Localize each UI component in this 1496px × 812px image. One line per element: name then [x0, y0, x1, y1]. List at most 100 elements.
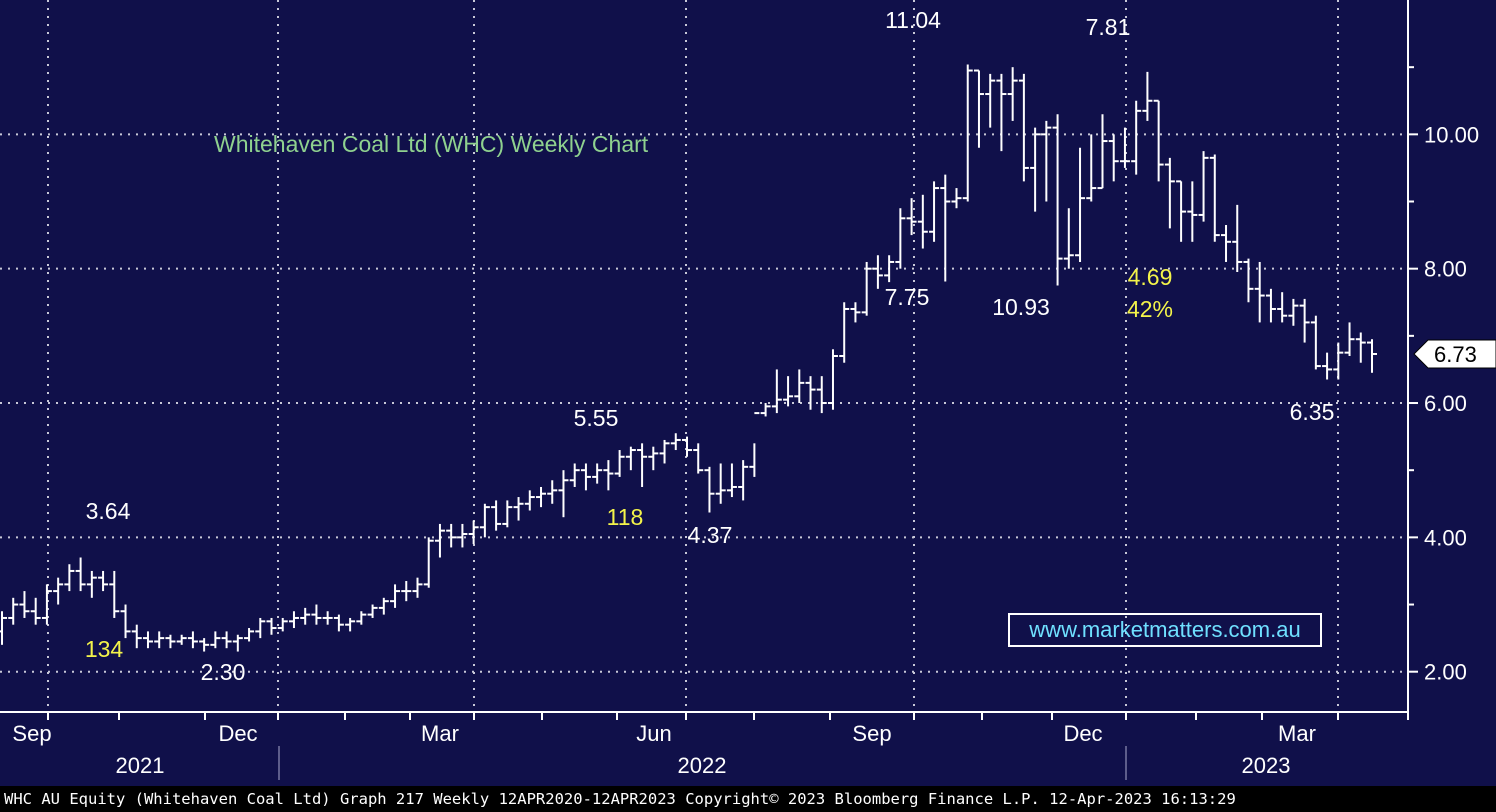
- ohlc-bar: [288, 611, 299, 629]
- ohlc-bar: [951, 188, 962, 209]
- annotation-label: 7.81: [1086, 14, 1131, 40]
- ohlc-bar: [311, 604, 322, 625]
- ohlc-bar: [1131, 100, 1142, 175]
- ohlc-bar: [165, 634, 176, 649]
- ohlc-bar: [1209, 154, 1220, 242]
- ohlc-bar: [648, 446, 659, 471]
- ohlc-bar: [221, 631, 232, 649]
- ohlc-bar: [1007, 67, 1018, 121]
- ohlc-bar: [1153, 99, 1164, 182]
- ohlc-bar: [1299, 298, 1310, 343]
- x-year-label: 2023: [1242, 753, 1291, 778]
- ohlc-bar: [64, 564, 75, 592]
- ohlc-bar: [109, 570, 120, 618]
- ohlc-bar: [434, 523, 445, 558]
- ohlc-bar: [142, 631, 153, 649]
- ohlc-bar: [569, 463, 580, 487]
- ohlc-bar: [468, 520, 479, 545]
- ohlc-bar: [1288, 298, 1299, 326]
- ohlc-bar: [592, 463, 603, 484]
- ohlc-bar: [390, 584, 401, 608]
- ohlc-bar: [266, 617, 277, 635]
- last-price-label: 6.73: [1434, 342, 1477, 367]
- ohlc-bar: [558, 470, 569, 518]
- ohlc-bar: [1063, 208, 1074, 269]
- x-month-label: Dec: [1063, 721, 1102, 746]
- ohlc-bar: [749, 412, 760, 477]
- ohlc-bar: [1333, 342, 1344, 380]
- ohlc-bar: [378, 597, 389, 615]
- ohlc-bar: [906, 198, 917, 236]
- ohlc-bar: [210, 631, 221, 649]
- x-month-label: Dec: [218, 721, 257, 746]
- y-tick-label: 4.00: [1424, 525, 1467, 550]
- ohlc-bar: [8, 597, 19, 625]
- ohlc-bar: [1086, 134, 1097, 202]
- ohlc-bar: [682, 436, 692, 457]
- ohlc-bar: [1097, 114, 1108, 190]
- ohlc-bar: [985, 73, 996, 128]
- annotation-highlight: 134: [85, 636, 124, 662]
- ohlc-bar: [670, 433, 681, 451]
- x-year-label: 2022: [678, 753, 727, 778]
- ohlc-bar: [1075, 147, 1086, 262]
- website-link[interactable]: www.marketmatters.com.au: [1008, 613, 1322, 647]
- annotation-label: 2.30: [201, 659, 246, 685]
- annotation-label: 10.93: [992, 294, 1050, 320]
- ohlc-bar: [1119, 127, 1130, 168]
- ohlc-bar: [715, 463, 726, 504]
- ohlc-bar: [1277, 292, 1288, 323]
- ohlc-bar: [884, 255, 895, 283]
- ohlc-bar: [850, 302, 861, 323]
- ohlc-bar: [1164, 157, 1175, 229]
- ohlc-bar: [637, 443, 648, 487]
- annotation-label: 5.55: [574, 405, 619, 431]
- ohlc-bar: [827, 349, 838, 410]
- ohlc-bar: [479, 503, 490, 538]
- ohlc-bar: [659, 439, 670, 464]
- ohlc-bar: [75, 557, 86, 592]
- ohlc-bar: [232, 634, 243, 652]
- ohlc-bar: [502, 500, 513, 528]
- x-month-label: Sep: [12, 721, 51, 746]
- ohlc-bar: [603, 460, 614, 491]
- ohlc-bar: [816, 376, 827, 414]
- annotation-highlight: 4.69: [1128, 264, 1173, 290]
- annotation-label: 6.35: [1290, 399, 1335, 425]
- ohlc-bar: [1243, 258, 1254, 303]
- grid-lines: [0, 0, 1408, 712]
- ohlc-bar: [30, 597, 41, 625]
- ohlc-bar: [356, 611, 367, 625]
- ohlc-bar: [771, 369, 782, 414]
- ohlc-bar: [1041, 120, 1052, 202]
- ohlc-bar: [120, 604, 131, 639]
- ohlc-bar: [536, 486, 547, 508]
- ohlc-bar: [300, 607, 311, 625]
- annotations: 3.64 2.30 5.55 4.37 11.04 7.81 7.75 10.93 6.35 13…: [85, 7, 1335, 685]
- ohlc-bar: [176, 634, 187, 645]
- annotation-label: 3.64: [86, 498, 131, 524]
- ohlc-bar: [625, 446, 636, 471]
- ohlc-bar: [1322, 352, 1333, 380]
- ohlc-bar: [1355, 332, 1366, 363]
- ohlc-bar: [513, 497, 524, 521]
- ohlc-bar: [131, 624, 142, 649]
- ohlc-bar: [255, 617, 266, 639]
- ohlc-bar: [0, 611, 7, 645]
- ohlc-bar: [973, 69, 984, 148]
- ohlc-bar: [401, 581, 412, 602]
- ohlc-bar: [1198, 151, 1209, 222]
- ohlc-bar: [805, 376, 816, 410]
- ohlc-bar: [1254, 261, 1265, 323]
- ohlc-bar: [547, 480, 558, 504]
- ohlc-bar: [199, 638, 210, 652]
- ohlc-bar: [86, 570, 97, 598]
- ohlc-bar: [1265, 288, 1276, 323]
- ohlc-bar: [19, 591, 30, 618]
- ohlc-bar: [1221, 225, 1232, 262]
- x-month-label: Sep: [852, 721, 891, 746]
- ohlc-bar: [154, 631, 165, 649]
- price-bars: [0, 64, 1377, 652]
- annotation-highlight: 42%: [1127, 296, 1173, 322]
